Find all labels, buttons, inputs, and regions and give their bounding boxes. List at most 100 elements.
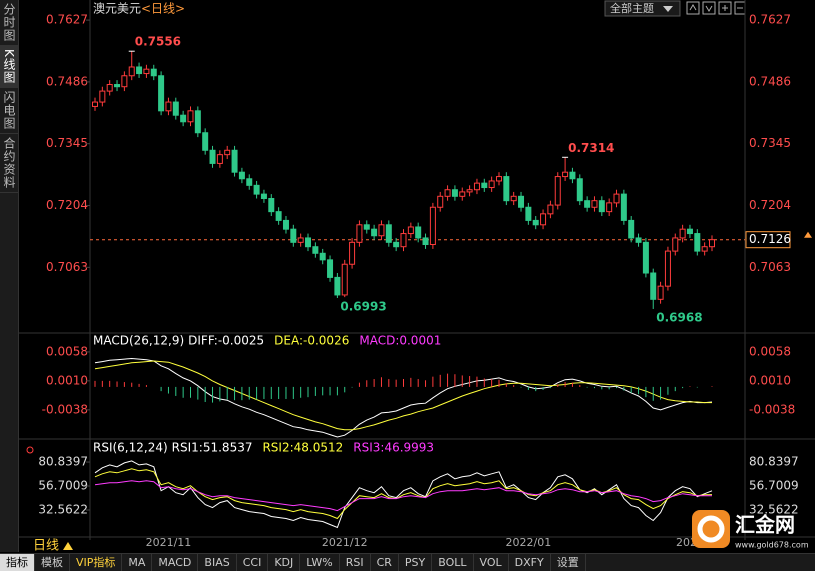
- candle-body: [598, 200, 605, 213]
- legend-entry: RSI2:48.0512: [262, 441, 343, 455]
- candle-body: [363, 224, 370, 230]
- toolbar-tab[interactable]: VOL: [474, 554, 509, 571]
- toolbar-tab[interactable]: MACD: [152, 554, 199, 571]
- candle-body: [525, 206, 532, 221]
- candle-body: [584, 200, 591, 208]
- low-annotation: 0.6968: [656, 310, 702, 324]
- y-tick-label: 80.8397: [38, 455, 88, 469]
- candle-body: [297, 237, 304, 243]
- toolbar-tab[interactable]: DXFY: [509, 554, 551, 571]
- toolbar-tab[interactable]: MA: [122, 554, 153, 571]
- candle-body: [356, 224, 363, 243]
- y2-tick-label: 0.7486: [749, 74, 791, 88]
- candle-body: [437, 195, 444, 208]
- candle-body: [231, 149, 238, 173]
- candle-body: [562, 171, 569, 178]
- legend-entry: RSI1:51.8537: [172, 441, 253, 455]
- toolbar-tab[interactable]: 指标: [0, 554, 35, 571]
- candle-body: [429, 206, 436, 246]
- candle-body: [209, 149, 216, 164]
- indicator-line: [94, 357, 713, 438]
- candle-body: [532, 219, 539, 226]
- candle-body: [422, 237, 429, 246]
- period-label[interactable]: 日线: [33, 539, 59, 554]
- logo-ring: [697, 515, 725, 543]
- candle-body: [407, 226, 414, 235]
- legend-entry: DEA:-0.0026: [274, 334, 349, 348]
- toolbar-tab[interactable]: CR: [371, 554, 399, 571]
- candle-body: [393, 241, 400, 248]
- bottom-toolbar: 指标 模板 VIP指标 MA MACD BIAS CCI KDJ LW% RSI CR PSY BOLL…: [0, 553, 815, 571]
- candle-body: [136, 66, 143, 75]
- side-tab[interactable]: 分时图: [0, 0, 18, 46]
- candle-body: [473, 182, 480, 191]
- toolbar-tab[interactable]: RSI: [340, 554, 371, 571]
- low-annotation: 0.6993: [340, 300, 386, 314]
- candle-body: [268, 197, 275, 213]
- y-tick-label: 0.7627: [46, 13, 88, 27]
- toolbar-tab[interactable]: BIAS: [198, 554, 237, 571]
- y2-tick-label: 0.7063: [749, 260, 791, 274]
- period-tag: <日线>: [141, 2, 185, 16]
- x-tick-label: 2021/12: [322, 536, 368, 549]
- candle-body: [216, 154, 223, 164]
- toolbar-tab[interactable]: CCI: [237, 554, 269, 571]
- toolbar-tab[interactable]: LW%: [300, 554, 340, 571]
- y-tick-label: 0.7345: [46, 136, 88, 150]
- candle-body: [114, 84, 121, 88]
- candle-body: [642, 241, 649, 274]
- candle-body: [238, 171, 245, 180]
- candle-body: [246, 178, 253, 186]
- side-tab[interactable]: 闪电图: [0, 88, 18, 134]
- candle-body: [628, 219, 635, 239]
- candle-body: [202, 132, 209, 151]
- candle-body: [312, 246, 319, 254]
- candle-body: [613, 193, 620, 204]
- theme-button-label[interactable]: 全部主题: [610, 1, 654, 15]
- theme-button[interactable]: [604, 0, 681, 17]
- candle-body: [165, 101, 172, 112]
- candle-body: [371, 228, 378, 237]
- toolbar-tab[interactable]: 模板: [35, 554, 70, 571]
- candle-body: [451, 189, 458, 197]
- candle-body: [305, 237, 312, 248]
- side-tab[interactable]: 合约资料: [0, 134, 18, 193]
- last-price-label: 0.7126: [749, 232, 791, 246]
- legend-entry: RSI3:46.9993: [353, 441, 434, 455]
- indicator-title: MACD(26,12,9): [93, 334, 184, 348]
- indicator-line: [94, 460, 713, 529]
- candle-body: [701, 246, 708, 252]
- toolbar-tab[interactable]: BOLL: [432, 554, 474, 571]
- toolbar-tab[interactable]: PSY: [399, 554, 433, 571]
- candle-body: [282, 219, 289, 230]
- candle-body: [672, 237, 679, 252]
- period-arrow[interactable]: [63, 542, 73, 550]
- candle-body: [495, 176, 502, 182]
- toolbar-tab[interactable]: KDJ: [268, 554, 301, 571]
- y-tick-label: 0.7486: [46, 74, 88, 88]
- candle-body: [664, 250, 671, 287]
- side-tab[interactable]: K线图: [0, 46, 18, 88]
- y2-tick-label: 0.0010: [749, 373, 791, 387]
- candle-body: [686, 228, 693, 235]
- candle-body: [488, 180, 495, 189]
- y2-tick-label: 0.0058: [749, 344, 791, 358]
- toolbar-icons[interactable]: [686, 1, 746, 15]
- toolbar-tab[interactable]: 设置: [551, 554, 586, 571]
- indicator-line: [94, 360, 712, 431]
- y-tick-label: 56.7009: [38, 479, 88, 493]
- candle-body: [650, 272, 657, 300]
- candle-body: [275, 211, 282, 221]
- candle-body: [620, 193, 627, 221]
- rsi-icon[interactable]: [26, 446, 34, 454]
- indicator-title: RSI(6,12,24): [93, 441, 168, 455]
- last-price-arrow: [804, 231, 812, 238]
- toolbar-tab[interactable]: VIP指标: [70, 554, 123, 571]
- candle-body: [709, 239, 715, 248]
- candle-body: [172, 101, 179, 116]
- y-tick-label: -0.0038: [42, 402, 88, 416]
- y2-tick-label: -0.0038: [749, 402, 795, 416]
- last-price-box: [745, 231, 791, 249]
- y-tick-label: 0.7204: [46, 198, 88, 212]
